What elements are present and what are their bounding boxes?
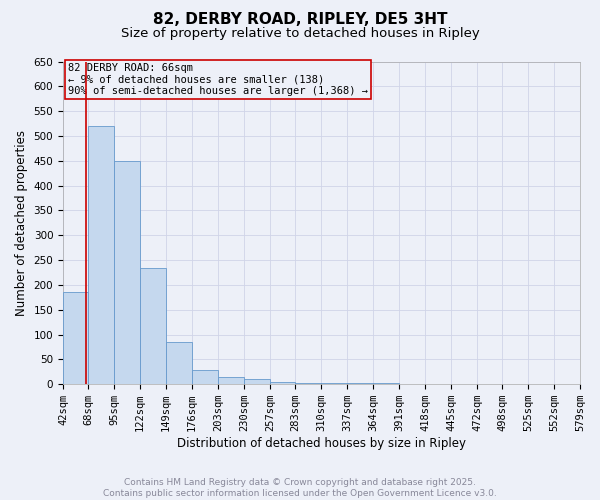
- Y-axis label: Number of detached properties: Number of detached properties: [15, 130, 28, 316]
- Bar: [244, 380, 270, 384]
- Bar: [140, 268, 166, 384]
- Bar: [192, 370, 218, 384]
- Text: 82 DERBY ROAD: 66sqm
← 9% of detached houses are smaller (138)
90% of semi-detac: 82 DERBY ROAD: 66sqm ← 9% of detached ho…: [68, 63, 368, 96]
- Bar: [347, 383, 373, 384]
- Text: Size of property relative to detached houses in Ripley: Size of property relative to detached ho…: [121, 28, 479, 40]
- Text: Contains HM Land Registry data © Crown copyright and database right 2025.
Contai: Contains HM Land Registry data © Crown c…: [103, 478, 497, 498]
- Bar: [88, 126, 114, 384]
- Bar: [63, 292, 88, 384]
- Text: 82, DERBY ROAD, RIPLEY, DE5 3HT: 82, DERBY ROAD, RIPLEY, DE5 3HT: [153, 12, 447, 28]
- Bar: [321, 383, 347, 384]
- X-axis label: Distribution of detached houses by size in Ripley: Distribution of detached houses by size …: [177, 437, 466, 450]
- Bar: [295, 382, 321, 384]
- Bar: [270, 382, 295, 384]
- Bar: [373, 383, 399, 384]
- Bar: [218, 377, 244, 384]
- Bar: [166, 342, 192, 384]
- Bar: [114, 161, 140, 384]
